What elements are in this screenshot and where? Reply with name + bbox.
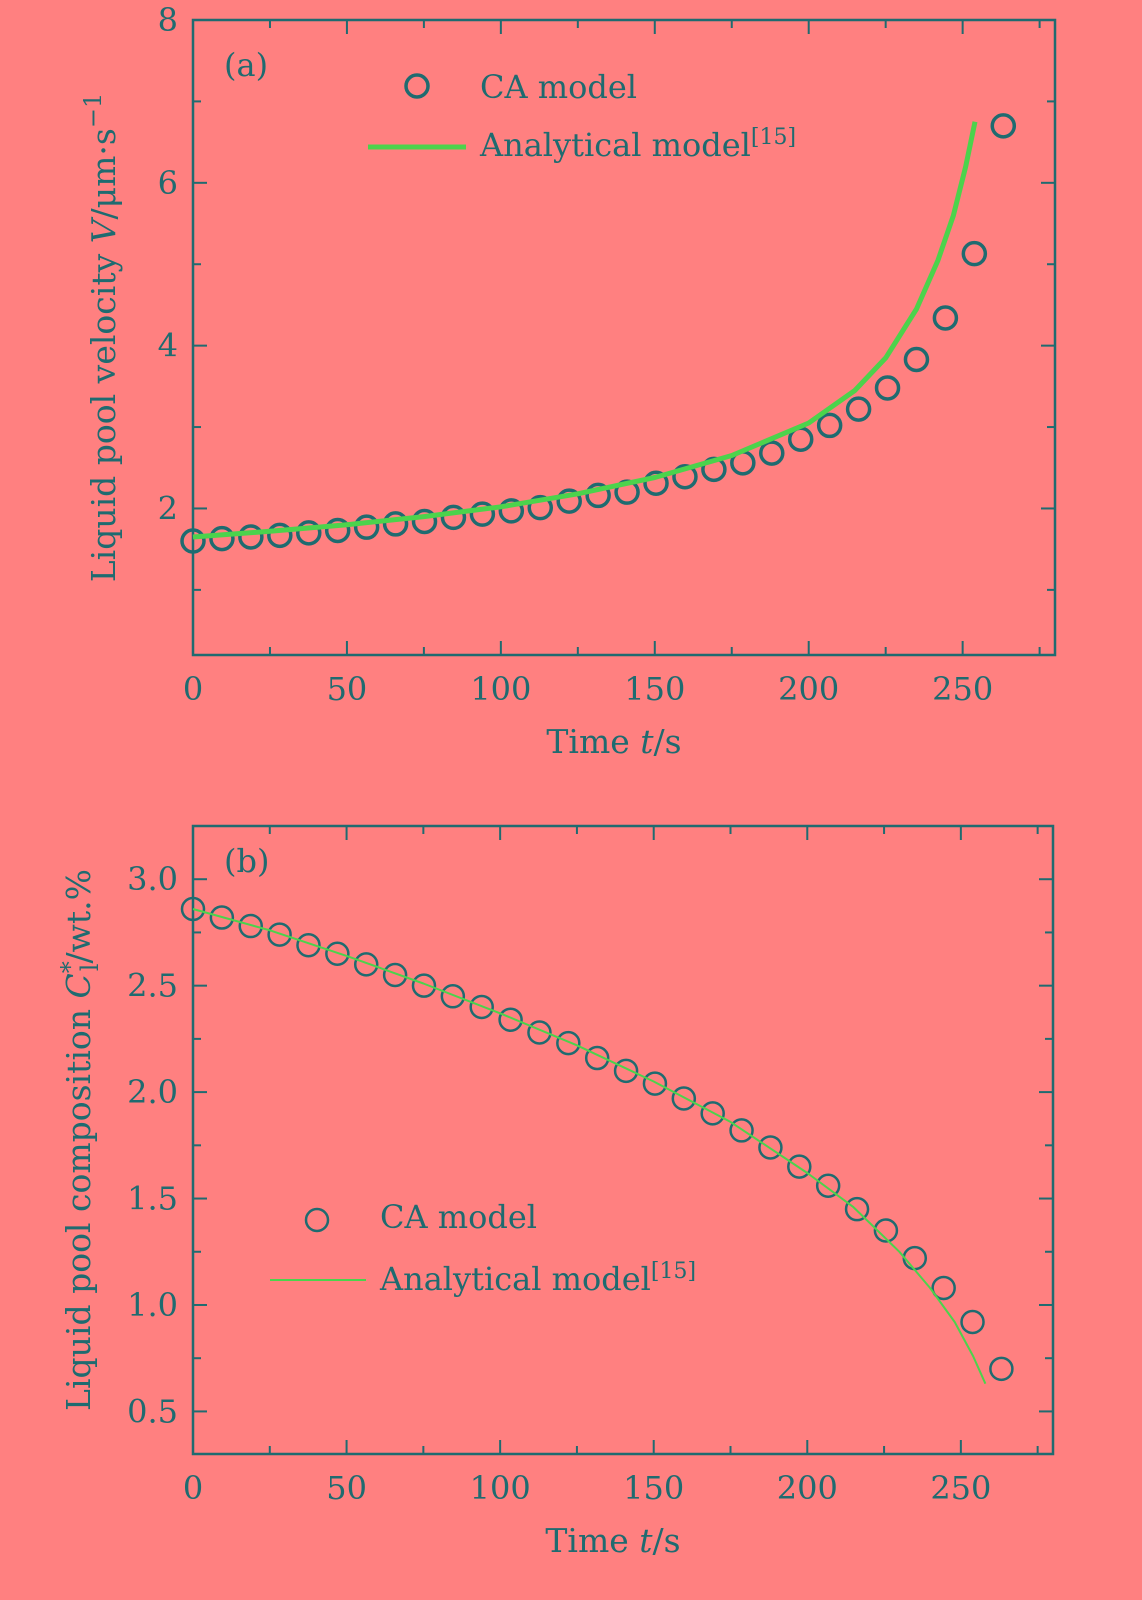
ca-model-point	[267, 922, 292, 947]
ca-model-point	[469, 501, 496, 527]
panel-label: (b)	[224, 842, 269, 880]
ca-model-point	[556, 1030, 581, 1056]
ca-model-point	[440, 984, 466, 1009]
y-tick-label: 2	[158, 489, 178, 527]
ca-model-point	[844, 1196, 870, 1222]
x-tick-label: 250	[930, 1469, 991, 1507]
analytical-model-line	[192, 121, 978, 540]
x-tick-label: 150	[623, 1469, 684, 1507]
ca-model-point	[960, 1309, 985, 1335]
chart-panel-b: 0 50 100 150 200 250 0.5 1.0 1.5 2.0 2.5 3.0 Time t/…	[56, 824, 1055, 1560]
x-tick-label: 100	[470, 1469, 531, 1507]
panel-label: (a)	[224, 46, 268, 84]
y-axis-label: Liquid pool velocity V/μm·s−1	[79, 93, 123, 582]
y-tick-label: 1.5	[127, 1180, 178, 1218]
ca-model-point	[815, 1173, 841, 1199]
ca-model-point	[990, 113, 1017, 139]
legend-ca-label: CA model	[480, 68, 637, 106]
ca-model-point	[961, 240, 988, 267]
ca-model-point	[700, 1101, 725, 1126]
plot-frame	[191, 824, 1055, 1456]
ca-model-point	[411, 508, 438, 535]
ca-model-point	[353, 952, 379, 977]
legend-ca-marker	[304, 1207, 330, 1233]
y-tick-label: 4	[158, 327, 178, 365]
y-axis-label: Liquid pool composition C*l/wt.%	[56, 869, 104, 1411]
x-tick-label: 0	[183, 1469, 203, 1507]
chart-panel-a: 0 50 100 150 200 250 2 4 6 8 Time t/s Liquid pool v…	[79, 1, 1057, 761]
ca-model-point	[382, 511, 409, 537]
y-tick-label: 2.0	[127, 1073, 178, 1111]
ca-model-point	[527, 1020, 552, 1045]
ca-model-point	[932, 305, 959, 331]
legend-ca-marker	[404, 73, 430, 99]
ca-model-point	[643, 470, 669, 496]
ca-model-point	[816, 412, 843, 439]
x-tick-label: 250	[932, 670, 993, 708]
legend-analytical-label: Analytical model[15]	[379, 1259, 696, 1298]
x-tick-label: 50	[327, 670, 368, 708]
ca-model-point	[209, 525, 235, 552]
analytical-model-line	[192, 908, 987, 1385]
x-tick-label: 200	[777, 1469, 838, 1507]
x-tick-label: 150	[624, 670, 685, 708]
x-axis-label: Time t/s	[546, 722, 681, 761]
legend: CA model Analytical model[15]	[368, 68, 796, 164]
ca-model-point	[411, 973, 437, 998]
ca-model-point	[238, 524, 264, 550]
ca-model-point	[758, 1135, 783, 1160]
ca-model-point	[845, 396, 872, 422]
ca-model-point	[903, 346, 930, 373]
legend-ca-label: CA model	[380, 1198, 537, 1236]
ca-model-point	[325, 941, 350, 966]
ca-model-point	[440, 504, 467, 531]
ca-model-point	[324, 517, 351, 544]
ca-model-point	[238, 913, 263, 939]
x-tick-label: 100	[470, 670, 531, 708]
ca-model-point	[902, 1245, 928, 1271]
ca-model-point	[874, 375, 901, 401]
ca-model-point	[642, 1071, 668, 1096]
y-tick-label: 1.0	[127, 1286, 178, 1324]
legend: CA model Analytical model[15]	[270, 1198, 696, 1298]
ca-model-point	[873, 1218, 899, 1243]
ca-model-point	[498, 1007, 523, 1032]
y-tick-label: 6	[158, 164, 178, 202]
y-tick-label: 8	[158, 1, 178, 39]
ca-model-point	[729, 1118, 754, 1143]
ca-model-point	[671, 1086, 697, 1111]
ca-model-point	[498, 498, 525, 524]
ca-model-point	[584, 1045, 610, 1071]
ca-model-point	[296, 520, 322, 546]
ca-model-point	[585, 482, 611, 509]
ca-model-point	[296, 932, 321, 958]
ca-model-point	[209, 905, 235, 930]
ca-model-point	[180, 528, 206, 554]
ca-model-point	[469, 994, 494, 1020]
ca-model-point	[180, 896, 206, 922]
ca-model-point	[527, 494, 554, 521]
y-tick-label: 2.5	[127, 967, 178, 1005]
ca-model-point	[759, 440, 785, 466]
legend-analytical-label: Analytical model[15]	[479, 125, 796, 164]
ca-model-point	[787, 1154, 812, 1179]
y-tick-label: 3.0	[127, 860, 178, 898]
x-tick-label: 50	[326, 1469, 367, 1507]
ca-model-point	[556, 488, 582, 514]
ca-model-point	[989, 1356, 1014, 1382]
x-tick-label: 0	[183, 670, 203, 708]
ca-model-point	[353, 514, 380, 540]
ca-model-point	[931, 1275, 956, 1301]
x-tick-label: 200	[778, 670, 839, 708]
ca-model-point	[382, 962, 408, 988]
x-axis-label: Time t/s	[545, 1521, 680, 1560]
y-tick-label: 0.5	[127, 1392, 178, 1430]
ca-model-point	[613, 1058, 639, 1084]
ca-model-point	[672, 463, 698, 490]
ca-model-point	[267, 522, 293, 549]
plot-frame	[191, 18, 1057, 657]
